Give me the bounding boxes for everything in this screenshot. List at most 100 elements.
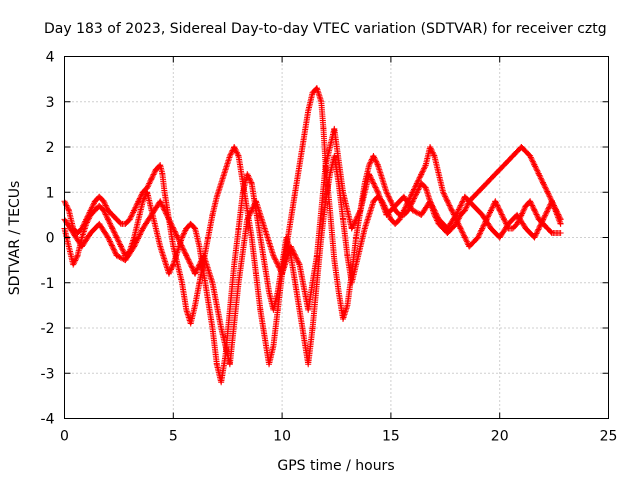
data-point: [187, 261, 194, 268]
data-point: [166, 217, 173, 224]
data-point: [538, 176, 545, 183]
data-point: [542, 185, 549, 192]
data-point: [458, 226, 465, 233]
data-point: [546, 204, 553, 211]
data-point: [113, 252, 120, 259]
data-point: [193, 266, 200, 273]
data-point: [540, 216, 547, 223]
data-point: [434, 213, 441, 220]
data-point: [534, 227, 541, 234]
data-point: [501, 216, 508, 223]
data-point: [521, 206, 528, 213]
data-point: [292, 252, 299, 259]
data-point: [380, 203, 387, 210]
data-point: [551, 205, 558, 212]
data-point: [462, 205, 469, 212]
data-point: [537, 222, 544, 229]
data-point: [418, 171, 425, 178]
data-point: [488, 205, 495, 212]
data-point: [102, 211, 109, 218]
y-tick-label: 2: [46, 140, 55, 156]
data-point: [454, 219, 461, 226]
data-point: [271, 253, 278, 260]
data-point: [454, 209, 461, 216]
data-point: [164, 213, 171, 220]
data-point: [533, 166, 540, 173]
data-point: [349, 224, 356, 231]
data-point: [186, 259, 193, 266]
data-point: [547, 194, 554, 201]
data-point: [233, 149, 240, 156]
data-point: [535, 226, 542, 233]
y-tick-label: -2: [41, 321, 55, 337]
data-point: [371, 155, 378, 162]
data-point: [477, 228, 484, 235]
data-point: [490, 203, 497, 210]
data-point: [452, 213, 459, 220]
data-point: [367, 159, 374, 166]
data-point: [407, 194, 414, 201]
data-point: [519, 209, 526, 216]
data-point: [538, 219, 545, 226]
data-point: [548, 198, 555, 205]
data-point: [541, 213, 548, 220]
data-point: [146, 180, 153, 187]
data-point: [167, 266, 174, 273]
data-point: [459, 229, 466, 236]
data-point: [247, 209, 254, 216]
data-point: [175, 237, 182, 244]
data-point: [386, 194, 393, 201]
data-point: [455, 221, 462, 228]
data-point: [103, 203, 110, 210]
data-point: [105, 235, 112, 242]
data-point: [406, 195, 413, 202]
x-tick-label: 10: [273, 429, 291, 445]
data-point: [226, 153, 233, 160]
data-point: [353, 216, 360, 223]
data-point: [427, 199, 434, 206]
data-point: [195, 262, 202, 269]
data-point: [447, 203, 454, 210]
data-point: [476, 231, 483, 238]
data-point: [542, 211, 549, 218]
data-point: [90, 201, 97, 208]
data-point: [168, 265, 175, 272]
data-point: [376, 193, 383, 200]
data-point: [373, 158, 380, 165]
data-point: [246, 212, 253, 219]
data-point: [531, 162, 538, 169]
data-point: [106, 238, 113, 245]
data-point: [129, 210, 136, 217]
data-point: [540, 180, 547, 187]
data-point: [157, 198, 164, 205]
data-point: [128, 212, 135, 219]
data-point: [407, 192, 414, 199]
data-point: [371, 181, 378, 188]
data-point: [372, 184, 379, 191]
data-point: [354, 213, 361, 220]
data-point: [387, 198, 394, 205]
data-point: [100, 207, 107, 214]
data-point: [134, 236, 141, 243]
data-point: [116, 253, 123, 260]
data-point: [540, 215, 547, 222]
data-point: [273, 259, 280, 266]
data-point: [545, 205, 552, 212]
data-point: [397, 213, 404, 220]
data-point: [484, 213, 491, 220]
data-point: [88, 204, 95, 211]
y-tick-label: -3: [41, 366, 55, 382]
data-point: [463, 204, 470, 211]
data-point: [353, 214, 360, 221]
data-point: [228, 150, 235, 157]
data-point: [557, 220, 564, 227]
data-point: [294, 258, 301, 265]
data-point: [292, 254, 299, 261]
data-point: [290, 248, 297, 255]
data-point: [270, 252, 277, 259]
data-point: [135, 234, 142, 241]
data-point: [541, 182, 548, 189]
data-point: [72, 256, 79, 263]
data-point: [185, 257, 192, 264]
data-point: [371, 183, 378, 190]
